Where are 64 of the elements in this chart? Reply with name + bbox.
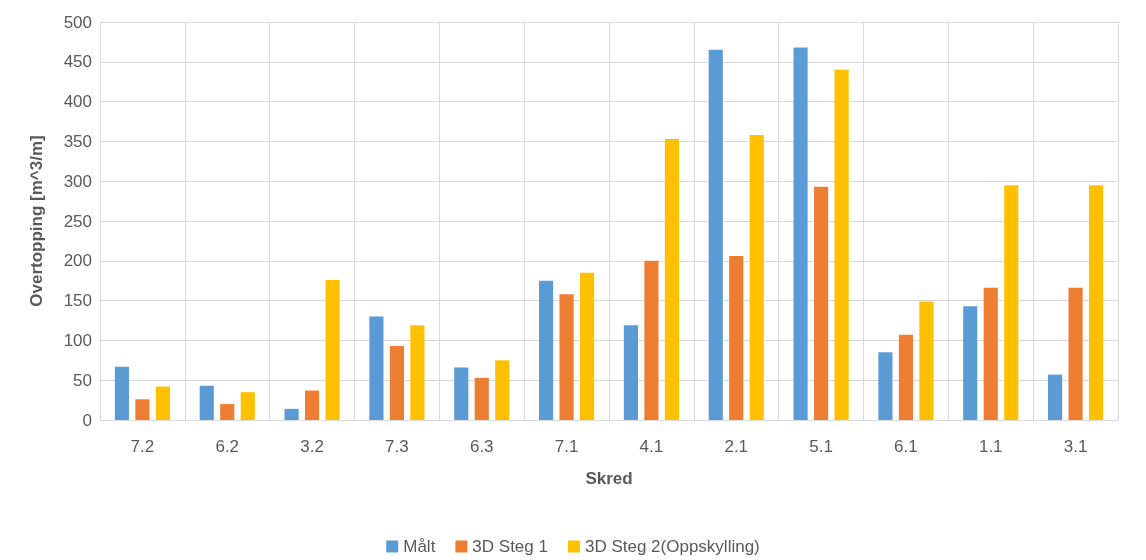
bar xyxy=(155,386,170,420)
bar xyxy=(559,294,574,420)
bar xyxy=(474,377,489,420)
y-tick-label: 100 xyxy=(63,330,92,350)
bar xyxy=(410,325,425,420)
bar xyxy=(454,367,469,420)
bar xyxy=(135,399,150,420)
bar xyxy=(1089,185,1104,420)
x-tick-label: 2.1 xyxy=(724,437,749,456)
y-tick-label: 150 xyxy=(63,291,92,311)
x-tick-label: 6.3 xyxy=(469,437,494,456)
bar xyxy=(1048,374,1063,420)
legend-label: 3D Steg 2(Oppskylling) xyxy=(584,537,760,556)
bar xyxy=(240,392,255,420)
bar xyxy=(284,408,299,420)
bar xyxy=(644,260,659,420)
y-axis-title: Overtopping [m^3/m] xyxy=(27,135,46,307)
x-tick-label: 7.3 xyxy=(385,437,409,456)
bar xyxy=(114,366,129,420)
y-tick-label: 400 xyxy=(63,92,92,112)
bar xyxy=(749,135,764,420)
y-tick-label: 450 xyxy=(63,52,92,72)
y-tick-label: 300 xyxy=(63,171,92,191)
x-axis-title: Skred xyxy=(585,469,633,488)
bar xyxy=(729,256,744,420)
x-tick-label: 7.2 xyxy=(130,437,155,456)
y-tick-label: 200 xyxy=(63,251,92,271)
legend-label: 3D Steg 1 xyxy=(472,537,548,556)
bar xyxy=(305,390,320,420)
bar xyxy=(1068,287,1083,420)
bar xyxy=(793,47,808,420)
y-tick-label: 350 xyxy=(63,131,92,151)
bar xyxy=(664,139,679,420)
bar xyxy=(389,345,404,420)
bar xyxy=(708,49,723,420)
x-tick-label: 7.1 xyxy=(554,437,579,456)
y-tick-label: 250 xyxy=(63,211,92,231)
bar xyxy=(580,272,595,420)
x-tick-label: 3.2 xyxy=(300,437,324,456)
bar xyxy=(325,279,340,420)
y-tick-label: 0 xyxy=(82,410,92,430)
x-tick-label: 5.1 xyxy=(809,437,833,456)
bar xyxy=(814,186,829,420)
bar xyxy=(369,316,384,420)
bar xyxy=(963,306,978,420)
bar xyxy=(878,352,893,420)
y-tick-label: 500 xyxy=(63,12,92,32)
bar xyxy=(898,334,913,420)
bar xyxy=(623,325,638,420)
bar xyxy=(199,385,214,420)
x-tick-label: 4.1 xyxy=(639,437,664,456)
bar xyxy=(834,69,849,420)
x-tick-label: 3.1 xyxy=(1063,437,1088,456)
bar xyxy=(983,287,998,420)
legend-label: Målt xyxy=(403,537,436,556)
bar xyxy=(495,360,510,420)
x-tick-label: 6.1 xyxy=(894,437,918,456)
x-tick-label: 1.1 xyxy=(978,437,1003,456)
x-tick-label: 6.2 xyxy=(215,437,240,456)
bar xyxy=(1004,185,1019,420)
y-tick-label: 50 xyxy=(73,370,92,390)
bar xyxy=(919,301,934,420)
bar xyxy=(220,404,235,420)
bar xyxy=(539,280,554,420)
